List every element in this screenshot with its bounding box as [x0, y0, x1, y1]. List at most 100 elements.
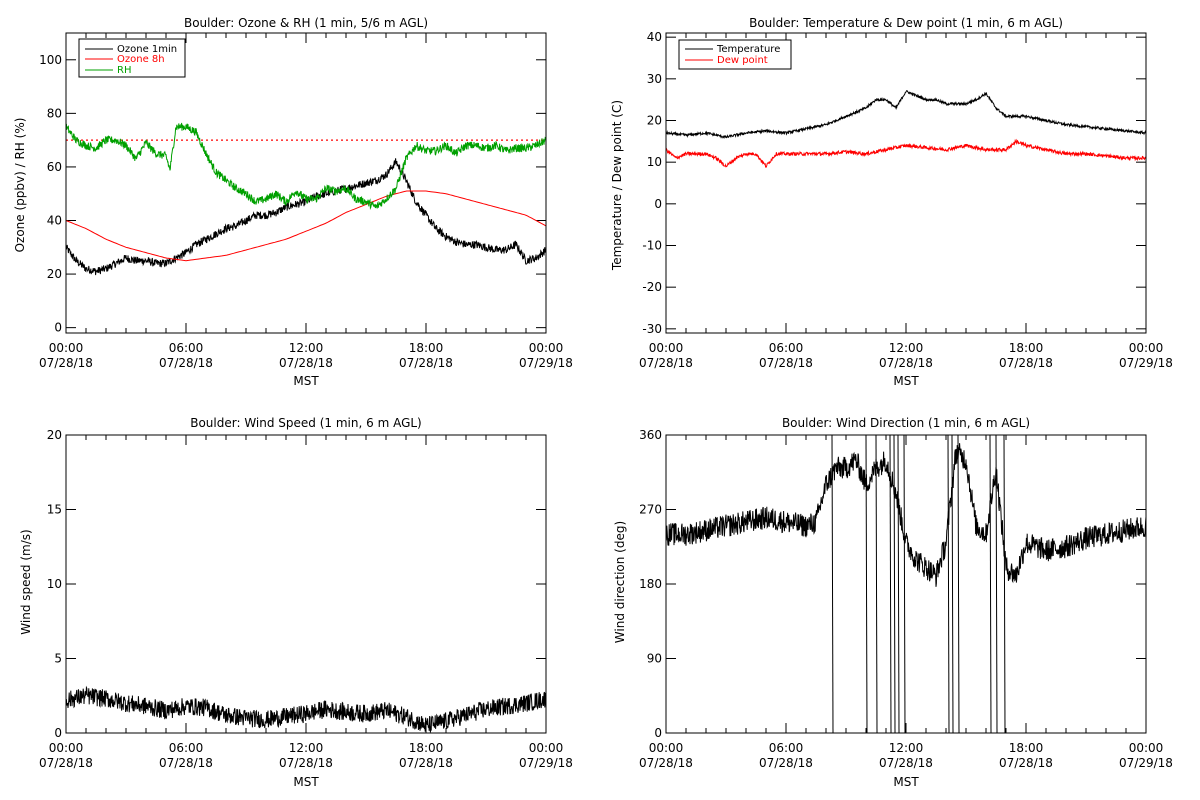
series-line-data [65, 685, 547, 733]
y-tick-label: 270 [639, 503, 662, 517]
legend-label-rh: RH [117, 65, 131, 76]
y-tick-label: 80 [47, 106, 62, 120]
legend-label-ozone-8h: Ozone 8h [117, 54, 165, 65]
x-tick-label: 06:00 [769, 741, 804, 755]
x-tick-label: 12:00 [889, 341, 924, 355]
x-tick-label: 07/28/18 [759, 356, 813, 370]
series-line-data [665, 443, 1147, 587]
y-axis-label-wind-speed: Wind speed (m/s) [19, 529, 33, 634]
y-ticks-wind-speed: 0 5 10 15 20 [47, 428, 546, 740]
direction-wrap-spike [995, 434, 998, 734]
chart-title-ozone-rh: Boulder: Ozone & RH (1 min, 5/6 m AGL) [184, 16, 428, 30]
x-tick-label: 07/28/18 [999, 756, 1053, 770]
plot-frame-wind-speed [65, 434, 547, 734]
y-tick-label: 30 [647, 72, 662, 86]
panel-wind-speed: Boulder: Wind Speed (1 min, 6 m AGL) Win… [19, 416, 573, 789]
y-tick-label: 20 [647, 114, 662, 128]
x-tick-label: 18:00 [1009, 741, 1044, 755]
y-tick-label: -30 [642, 322, 662, 336]
legend-label-ozone-1min: Ozone 1min [117, 44, 177, 55]
series-group-temp-dew [665, 89, 1147, 169]
x-tick-label: 07/28/18 [159, 356, 213, 370]
y-ticks-temp-dew: -30 -20 -10 0 10 20 30 40 [642, 30, 1146, 336]
direction-wrap-spike [951, 434, 954, 734]
x-tick-label: 12:00 [289, 341, 324, 355]
y-tick-label: -10 [642, 239, 662, 253]
x-tick-label: 07/29/18 [519, 756, 573, 770]
x-axis-label-wind-direction: MST [893, 775, 919, 789]
legend-ozone-rh: Ozone 1min Ozone 8h RH [78, 38, 186, 78]
direction-wrap-spike [1003, 434, 1006, 734]
series-group-ozone-rh [65, 122, 547, 276]
y-tick-label: 90 [647, 652, 662, 666]
legend-box [78, 38, 186, 78]
x-tick-label: 07/28/18 [639, 756, 693, 770]
x-tick-label: 00:00 [1129, 741, 1164, 755]
x-tick-label: 00:00 [649, 341, 684, 355]
series-line-temperature [665, 89, 1147, 140]
y-tick-label: 20 [47, 267, 62, 281]
y-tick-label: 0 [54, 726, 62, 740]
chart-title-wind-speed: Boulder: Wind Speed (1 min, 6 m AGL) [190, 416, 422, 430]
series-group-wind-direction [665, 434, 1147, 734]
x-tick-label: 07/29/18 [1119, 756, 1173, 770]
x-tick-label: 18:00 [409, 741, 444, 755]
y-ticks-ozone-rh: 0 20 40 60 80 100 [39, 53, 546, 335]
x-axis-label-ozone-rh: MST [293, 374, 319, 388]
x-tick-label: 07/28/18 [759, 756, 813, 770]
x-tick-label: 06:00 [169, 341, 204, 355]
y-tick-label: 40 [47, 214, 62, 228]
direction-wrap-spike [831, 434, 834, 734]
direction-wrap-spike [947, 434, 950, 734]
x-tick-label: 07/28/18 [159, 756, 213, 770]
y-tick-label: -20 [642, 280, 662, 294]
x-tick-label: 07/28/18 [879, 756, 933, 770]
y-tick-label: 5 [54, 652, 62, 666]
direction-wrap-spike [893, 434, 896, 734]
x-tick-label: 07/28/18 [279, 356, 333, 370]
direction-wrap-spike [989, 434, 992, 734]
y-tick-label: 0 [654, 726, 662, 740]
x-tick-label: 12:00 [289, 741, 324, 755]
y-tick-label: 0 [654, 197, 662, 211]
direction-wrap-spike [903, 434, 906, 734]
y-tick-label: 0 [54, 321, 62, 335]
x-tick-label: 00:00 [649, 741, 684, 755]
y-tick-label: 10 [647, 155, 662, 169]
x-tick-label: 18:00 [1009, 341, 1044, 355]
y-tick-label: 180 [639, 577, 662, 591]
y-ticks-wind-direction: 0 90 180 270 360 [639, 428, 1146, 740]
x-tick-label: 07/28/18 [879, 356, 933, 370]
y-tick-label: 15 [47, 503, 62, 517]
chart-title-temp-dew: Boulder: Temperature & Dew point (1 min,… [749, 16, 1063, 30]
direction-wrap-spike [957, 434, 960, 734]
y-tick-label: 10 [47, 577, 62, 591]
panel-ozone-rh: Boulder: Ozone & RH (1 min, 5/6 m AGL) O… [13, 16, 573, 388]
legend-temp-dew: Temperature Dew point [678, 39, 792, 70]
x-tick-label: 00:00 [49, 741, 84, 755]
x-ticks-temp-dew: 00:0007/28/1806:0007/28/1812:0007/28/181… [639, 33, 1173, 370]
x-tick-label: 18:00 [409, 341, 444, 355]
y-tick-label: 60 [47, 160, 62, 174]
x-tick-label: 07/28/18 [399, 356, 453, 370]
panel-temp-dew: Boulder: Temperature & Dew point (1 min,… [610, 16, 1173, 388]
x-tick-label: 07/28/18 [639, 356, 693, 370]
y-tick-label: 20 [47, 428, 62, 442]
series-line-ozone-8h [65, 190, 547, 262]
x-ticks-ozone-rh: 00:0007/28/1806:0007/28/1812:0007/28/181… [39, 33, 573, 370]
x-tick-label: 06:00 [769, 341, 804, 355]
x-tick-label: 07/28/18 [399, 756, 453, 770]
x-tick-label: 00:00 [529, 341, 564, 355]
direction-wrap-spike [875, 434, 878, 734]
x-tick-label: 07/29/18 [1119, 356, 1173, 370]
x-axis-label-temp-dew: MST [893, 374, 919, 388]
y-tick-label: 40 [647, 30, 662, 44]
y-tick-label: 100 [39, 53, 62, 67]
x-tick-label: 00:00 [529, 741, 564, 755]
x-tick-label: 07/28/18 [39, 356, 93, 370]
legend-label-dew-point: Dew point [717, 55, 768, 66]
x-tick-label: 06:00 [169, 741, 204, 755]
x-ticks-wind-direction: 00:0007/28/1806:0007/28/1812:0007/28/181… [639, 435, 1173, 770]
x-tick-label: 07/29/18 [519, 356, 573, 370]
x-tick-label: 12:00 [889, 741, 924, 755]
